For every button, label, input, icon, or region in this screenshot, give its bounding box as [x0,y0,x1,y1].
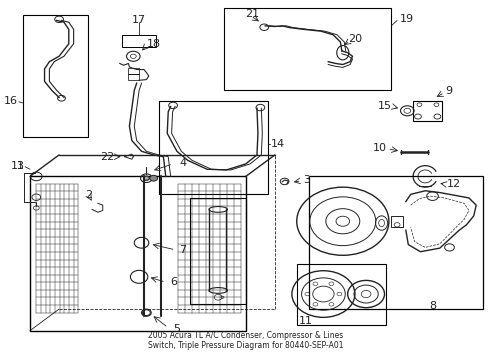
Text: 9: 9 [445,86,452,96]
Text: 8: 8 [428,301,435,311]
Text: 2005 Acura TL A/C Condenser, Compressor & Lines
Switch, Triple Pressure Diagram : 2005 Acura TL A/C Condenser, Compressor … [148,331,343,350]
Bar [30,176,245,330]
Text: 6: 6 [170,277,177,287]
Text: 17: 17 [132,15,146,26]
Text: 4: 4 [179,158,186,168]
Bar [22,15,88,137]
Bar [412,101,441,121]
Text: 1: 1 [17,161,23,171]
Bar [122,35,156,47]
Bar [296,264,386,325]
Bar [128,68,139,74]
Circle shape [143,176,149,180]
Text: 12: 12 [446,179,460,189]
Text: 3: 3 [303,175,309,185]
Bar [128,74,139,80]
Circle shape [149,175,157,181]
Text: 18: 18 [146,40,160,49]
Text: 19: 19 [399,14,413,24]
Bar [390,216,403,227]
Text: 16: 16 [4,96,18,106]
Bar [158,101,267,194]
Text: 7: 7 [179,245,185,255]
Text: 22: 22 [100,152,114,162]
Text: 21: 21 [244,9,259,19]
Text: 15: 15 [378,101,391,111]
Text: 20: 20 [347,35,361,44]
Bar [308,176,483,309]
Bar [224,8,390,90]
Bar [190,198,245,304]
Text: 11: 11 [299,316,312,325]
Text: 2: 2 [84,190,92,200]
Text: 13: 13 [11,161,25,171]
Text: 10: 10 [372,143,386,153]
Text: 5: 5 [173,324,180,334]
Text: 14: 14 [270,139,285,149]
